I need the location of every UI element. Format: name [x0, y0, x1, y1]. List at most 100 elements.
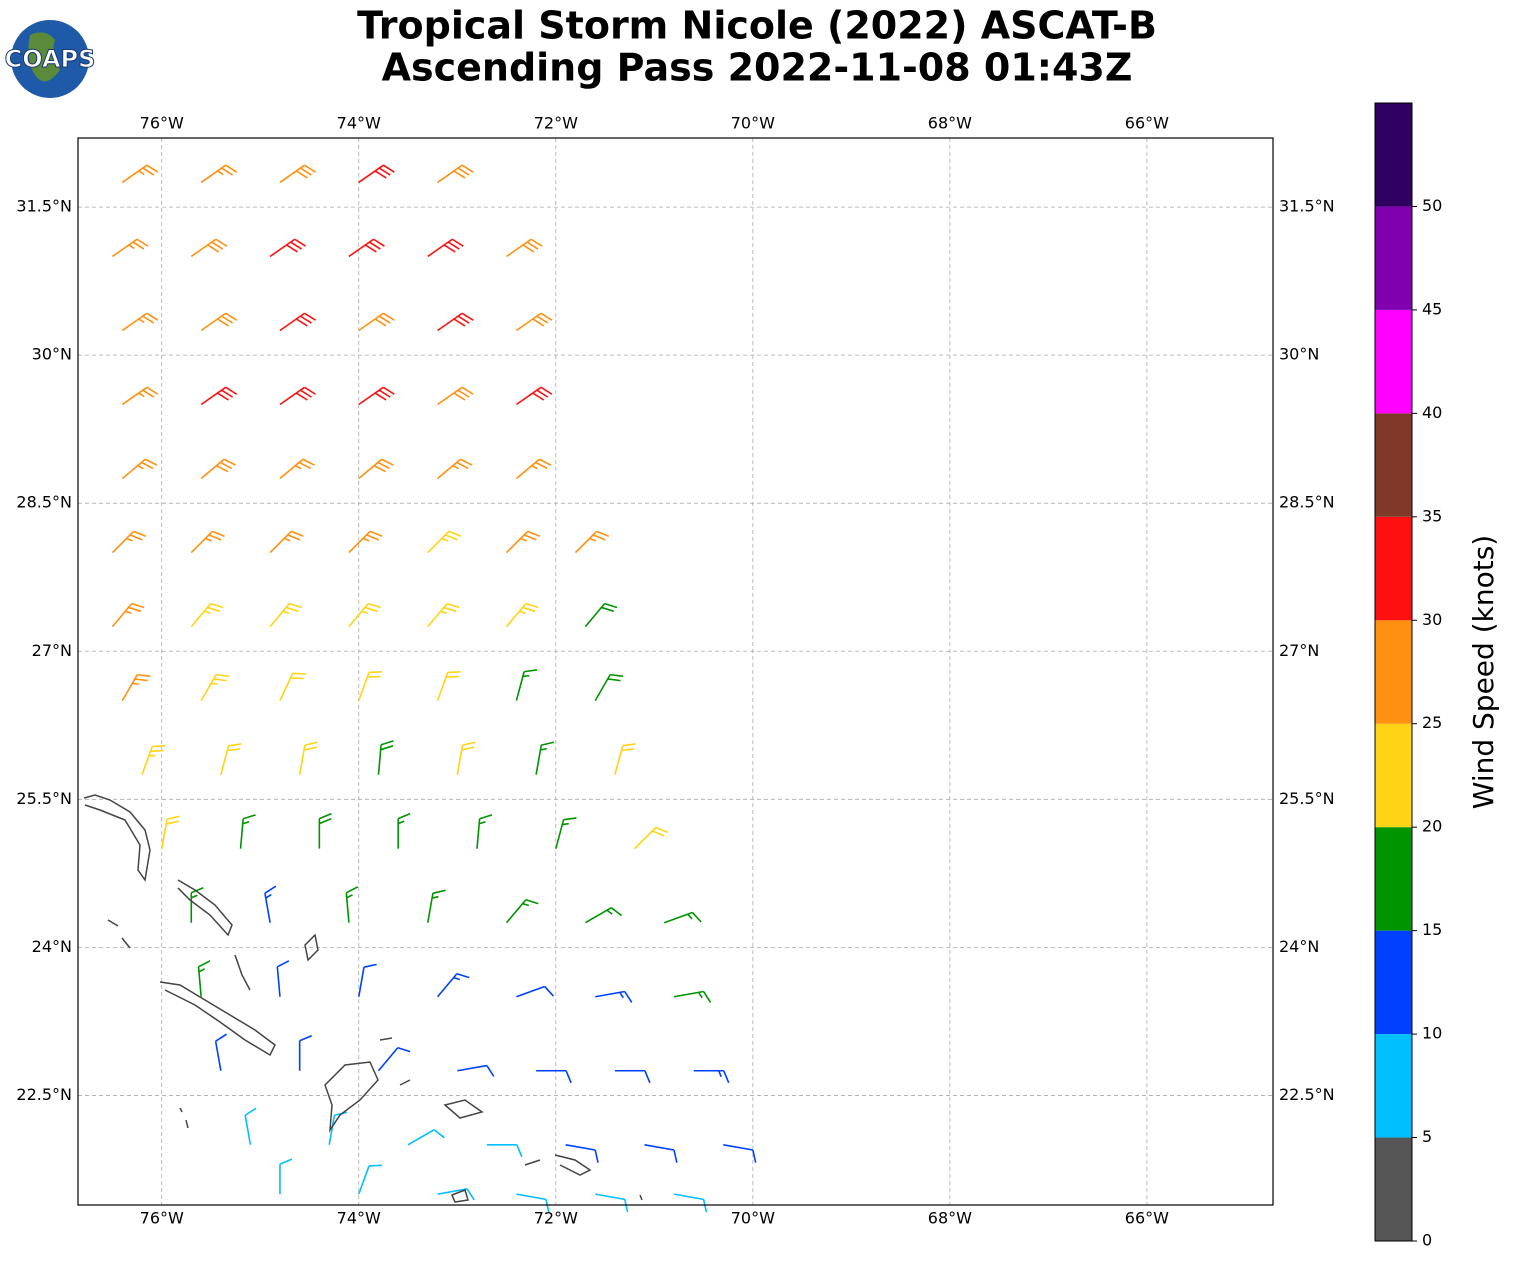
- wind-barb: [457, 1064, 495, 1077]
- wind-barb: [200, 458, 237, 480]
- wind-barb: [516, 1193, 550, 1213]
- wind-barb: [436, 671, 461, 701]
- wind-barb: [634, 826, 669, 850]
- logo: COAPS: [4, 20, 96, 98]
- wind-barb: [357, 963, 377, 997]
- wind-barb: [121, 164, 159, 184]
- wind-barb: [318, 812, 332, 849]
- x-tick-label: 68°W: [928, 1209, 972, 1228]
- colorbar-tick-label: 5: [1422, 1127, 1432, 1146]
- wind-barb: [200, 164, 238, 184]
- wind-barb: [516, 985, 554, 998]
- x-tick-label: 66°W: [1125, 1209, 1169, 1228]
- y-tick-label: 24°N: [1279, 937, 1319, 956]
- wind-barb: [121, 312, 159, 332]
- wind-barb: [190, 238, 228, 258]
- colorbar-segment: [1375, 827, 1412, 931]
- y-tick-label: 28.5°N: [1279, 493, 1335, 512]
- wind-barb: [456, 741, 476, 775]
- wind-barb: [515, 386, 553, 406]
- wind-barb: [437, 164, 474, 184]
- wind-barb: [536, 1069, 572, 1084]
- coastline: [179, 1107, 189, 1129]
- coastline: [324, 1061, 379, 1133]
- y-tick-label: 25.5°N: [1279, 789, 1335, 808]
- wind-barb: [723, 1144, 757, 1163]
- coastline: [443, 1099, 484, 1119]
- wind-barb: [673, 1193, 708, 1213]
- wind-barb: [584, 907, 623, 924]
- x-tick-label: 72°W: [534, 1209, 578, 1228]
- x-tick-label: 66°W: [1125, 114, 1169, 133]
- wind-barb: [121, 673, 151, 702]
- coastline: [379, 1037, 411, 1086]
- chart-subtitle: Ascending Pass 2022-11-08 01:43Z: [382, 46, 1133, 90]
- wind-barb: [614, 1069, 651, 1084]
- colorbar-tick-label: 0: [1422, 1231, 1432, 1250]
- y-tick-label: 28.5°N: [16, 493, 72, 512]
- wind-barb: [358, 671, 383, 701]
- wind-barb: [348, 238, 385, 258]
- wind-barb: [200, 312, 238, 332]
- wind-barb: [555, 817, 577, 849]
- x-tick-label: 76°W: [140, 1209, 184, 1228]
- wind-barb: [377, 740, 394, 775]
- colorbar-tick-label: 20: [1422, 817, 1442, 836]
- wind-barb: [614, 743, 636, 775]
- wind-barb: [437, 1188, 475, 1201]
- x-tick-label: 74°W: [337, 114, 381, 133]
- wind-barb: [437, 312, 474, 332]
- wind-barb: [594, 673, 624, 702]
- wind-barb: [515, 458, 552, 480]
- wind-barb: [505, 602, 539, 628]
- y-tick-label: 30°N: [32, 345, 72, 364]
- wind-barb: [358, 458, 394, 480]
- colorbar: 0 5 10 15 20 25 30 35 40 45 50: [1374, 102, 1442, 1250]
- colorbar-segment: [1375, 930, 1412, 1035]
- colorbar-tick-label: 10: [1422, 1024, 1442, 1043]
- wind-barb: [427, 530, 462, 554]
- wind-barb: [279, 458, 315, 480]
- y-tick-label: 30°N: [1279, 345, 1319, 364]
- wind-barb: [298, 1035, 312, 1071]
- coastline: [451, 1154, 643, 1203]
- map-area: [78, 138, 1273, 1213]
- wind-barb: [200, 386, 238, 406]
- wind-barb: [121, 458, 158, 480]
- wind-barb: [141, 745, 166, 775]
- wind-barb: [515, 669, 538, 701]
- colorbar-tick-label: 30: [1422, 610, 1442, 629]
- wind-barb: [397, 812, 411, 849]
- x-tick-label: 70°W: [731, 114, 775, 133]
- colorbar-segment: [1375, 309, 1412, 414]
- colorbar-tick-label: 15: [1422, 920, 1442, 939]
- colorbar-segment: [1375, 1137, 1412, 1241]
- wind-barb: [358, 312, 395, 332]
- coastline: [83, 794, 151, 882]
- wind-barb: [269, 530, 304, 554]
- wind-barb: [264, 885, 277, 923]
- wind-barb: [535, 741, 555, 775]
- colorbar-tick-label: 50: [1422, 196, 1442, 215]
- y-tick-label: 31.5°N: [16, 197, 72, 216]
- x-tick-label: 70°W: [731, 1209, 775, 1228]
- wind-barb: [276, 960, 290, 997]
- wind-barb: [358, 1164, 383, 1195]
- x-tick-label: 72°W: [534, 114, 578, 133]
- wind-barb: [348, 530, 383, 554]
- wind-barb: [190, 886, 204, 923]
- y-tick-label: 22.5°N: [1279, 1085, 1335, 1104]
- wind-barb: [505, 530, 541, 554]
- wind-barb: [584, 602, 618, 628]
- wind-barb: [505, 898, 539, 924]
- wind-barb: [239, 814, 256, 849]
- logo-text: COAPS: [5, 45, 96, 73]
- y-tick-label: 25.5°N: [16, 789, 72, 808]
- x-tick-label: 74°W: [337, 1209, 381, 1228]
- wind-barb: [565, 1144, 599, 1163]
- wind-barb: [279, 312, 316, 332]
- y-tick-label: 31.5°N: [1279, 197, 1335, 216]
- wind-barb: [506, 238, 543, 258]
- wind-barb: [595, 990, 633, 1003]
- wind-barb: [436, 972, 470, 998]
